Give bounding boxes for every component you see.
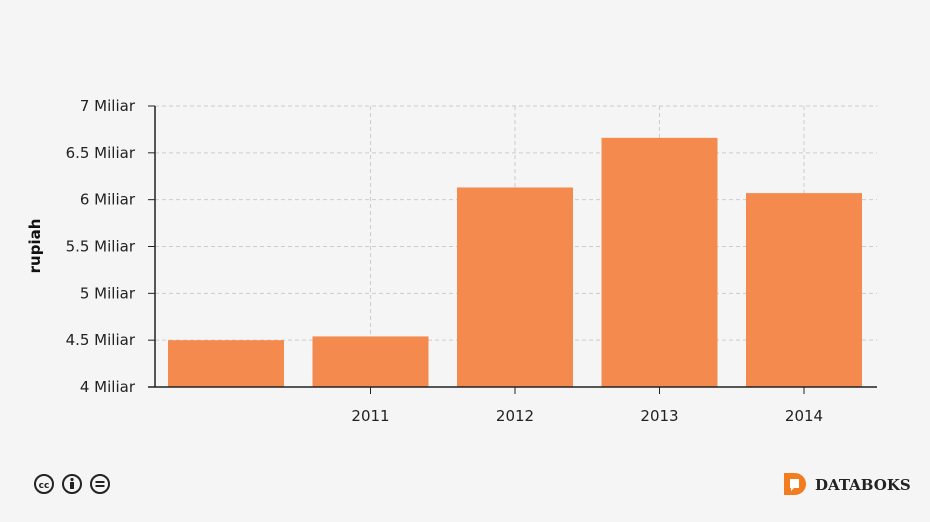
bar xyxy=(457,187,573,387)
databoks-logo-icon xyxy=(784,473,806,495)
x-tick-label: 2011 xyxy=(351,407,389,425)
bar xyxy=(168,340,284,387)
x-tick-label: 2012 xyxy=(496,407,534,425)
by-icon xyxy=(62,474,82,494)
y-tick-label: 5.5 Miliar xyxy=(66,238,136,256)
y-tick-label: 4.5 Miliar xyxy=(66,331,136,349)
y-tick-label: 6.5 Miliar xyxy=(66,144,136,162)
bar xyxy=(601,137,718,387)
brand-name: DATABOKS xyxy=(815,476,911,494)
y-axis-label: rupiah xyxy=(26,219,44,274)
cc-icon: cc xyxy=(34,474,54,494)
x-tick-label: 2014 xyxy=(785,407,823,425)
bar xyxy=(312,336,429,387)
nd-icon xyxy=(90,474,110,494)
svg-text:cc: cc xyxy=(39,481,50,491)
y-tick-label: 5 Miliar xyxy=(80,284,136,302)
y-tick-label: 7 Miliar xyxy=(80,97,136,115)
license-icons: cc xyxy=(33,473,111,495)
x-tick-label: 2013 xyxy=(640,407,678,425)
bar xyxy=(746,193,862,387)
bar-chart: 4 Miliar 4.5 Miliar 5 Miliar 5.5 Miliar 6 Mi… xyxy=(26,97,877,425)
databoks-logo: DATABOKS xyxy=(783,472,911,498)
y-tick-label: 6 Miliar xyxy=(80,191,136,209)
y-tick-label: 4 Miliar xyxy=(80,378,136,396)
